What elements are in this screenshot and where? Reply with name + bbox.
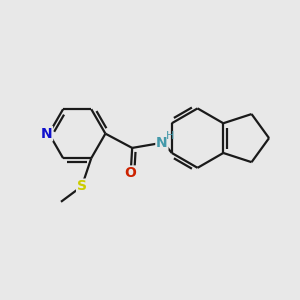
Text: N: N (156, 136, 168, 150)
Text: N: N (41, 127, 52, 141)
Text: H: H (166, 131, 174, 141)
Text: S: S (77, 179, 87, 193)
Text: O: O (125, 166, 136, 180)
